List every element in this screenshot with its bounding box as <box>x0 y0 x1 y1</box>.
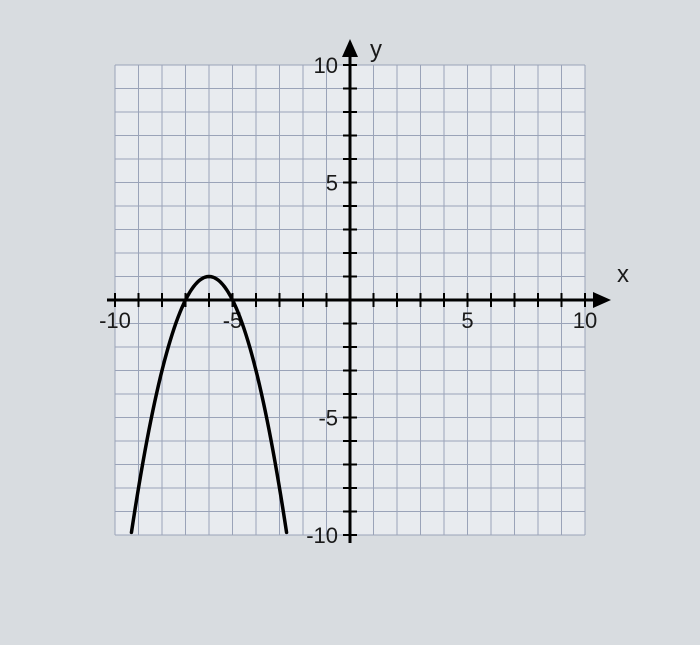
svg-text:5: 5 <box>461 308 473 333</box>
graph-svg: -10-5510-10-5510xy <box>70 30 630 610</box>
svg-text:10: 10 <box>573 308 597 333</box>
coordinate-graph: -10-5510-10-5510xy <box>70 30 630 615</box>
svg-text:x: x <box>617 261 629 288</box>
svg-text:-5: -5 <box>318 406 338 431</box>
svg-text:5: 5 <box>326 171 338 196</box>
svg-text:-10: -10 <box>306 523 338 548</box>
svg-text:-10: -10 <box>99 308 131 333</box>
svg-text:10: 10 <box>314 53 338 78</box>
svg-text:y: y <box>370 36 382 63</box>
